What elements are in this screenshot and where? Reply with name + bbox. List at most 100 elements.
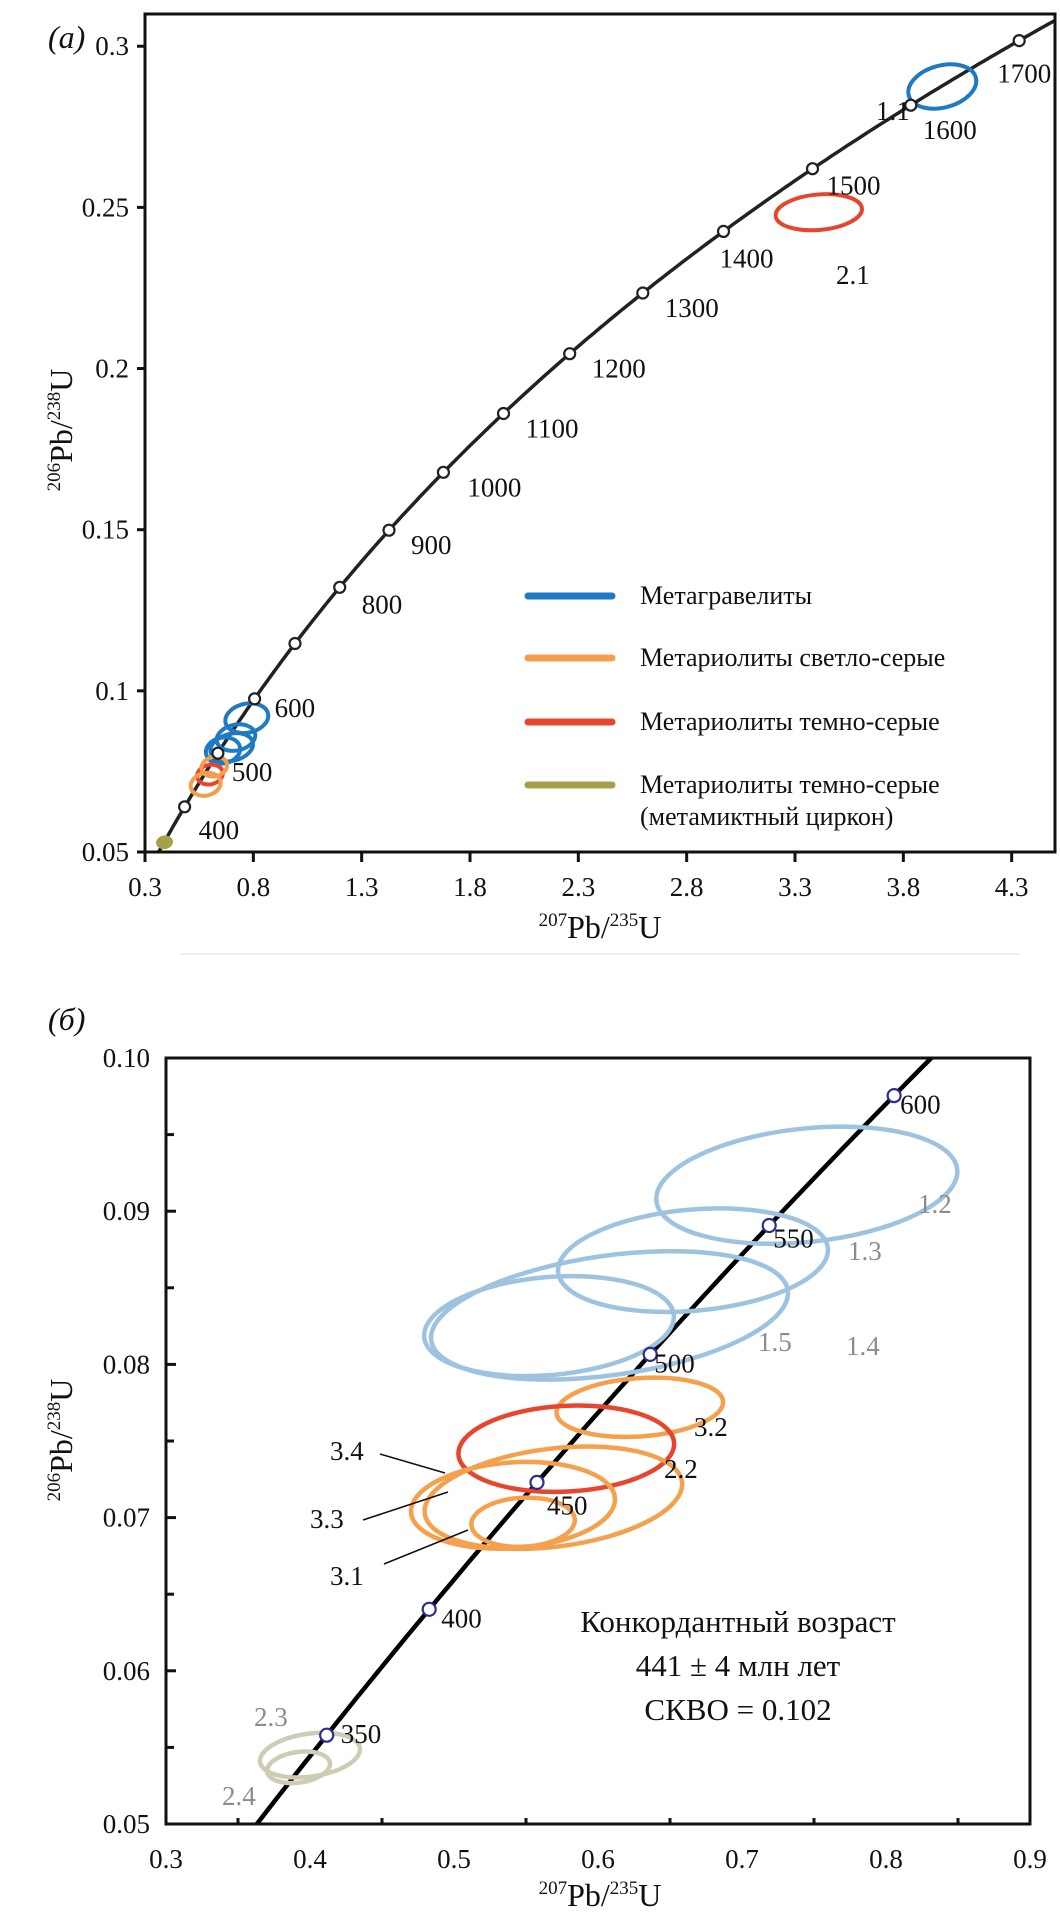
error-ellipse-2-2 <box>456 1403 677 1495</box>
age-marker-1700 <box>1012 33 1026 48</box>
age-label-1500: 1500 <box>827 171 881 201</box>
x-axis-title-a: 207Pb/235U <box>539 909 662 945</box>
age-marker-700 <box>288 636 302 651</box>
axes-a: 0.3 0.8 1.3 1.8 2.3 2.8 3.3 3.8 4.3 0.05 0.1 0.15 0.… <box>82 12 1057 902</box>
ellipse-label-2-3: 2.3 <box>254 1702 288 1732</box>
annotation-concordant-age: Конкордантный возраст 441 ± 4 млн лет СК… <box>580 1604 896 1727</box>
panel-label-a: (a) <box>48 19 85 55</box>
x-tick-label: 0.7 <box>725 1844 759 1874</box>
age-label-400: 400 <box>199 815 240 845</box>
age-label-1200: 1200 <box>592 354 646 384</box>
x-tick-label: 1.3 <box>345 872 379 902</box>
ellipse-label-3-4: 3.4 <box>330 1436 364 1466</box>
legend-label: Метагравелиты <box>640 581 812 610</box>
y-tick-label: 0.10 <box>103 1043 150 1073</box>
age-marker-1600 <box>904 98 918 112</box>
legend-item-metamict: Метариолиты темно-серые (метамиктный цирк… <box>524 770 940 831</box>
ellipse-label-2-1: 2.1 <box>836 260 870 290</box>
error-ellipse-3-1 <box>469 1495 578 1550</box>
age-marker-600 <box>886 1087 902 1104</box>
concordia-curve <box>254 1058 935 1824</box>
error-ellipse-1-3 <box>555 1206 831 1315</box>
age-label-500: 500 <box>654 1348 695 1378</box>
age-label-600: 600 <box>900 1090 941 1120</box>
y-tick-label: 0.09 <box>103 1196 150 1226</box>
error-ellipse-2-3 <box>257 1730 363 1780</box>
error-ellipse-a-m1 <box>156 835 173 850</box>
ellipse-label-3-3: 3.3 <box>310 1504 344 1534</box>
age-label-1600: 1600 <box>923 115 977 145</box>
axes-b: 0.3 0.4 0.5 0.6 0.7 0.8 0.9 0.05 0.06 0.07 0.08 0.0… <box>103 1043 1047 1874</box>
ellipse-label-1-4: 1.4 <box>846 1331 880 1361</box>
age-marker-500 <box>642 1346 658 1363</box>
annotation-line-2: 441 ± 4 млн лет <box>636 1648 841 1683</box>
plot-inner-a <box>156 18 1055 852</box>
error-ellipse-2-4 <box>264 1749 333 1786</box>
age-marker-400 <box>421 1601 437 1617</box>
annotation-line-3: СКВО = 0.102 <box>644 1692 831 1727</box>
x-tick-label: 2.8 <box>670 872 704 902</box>
x-tick-label: 4.3 <box>995 872 1029 902</box>
age-label-550: 550 <box>773 1224 814 1254</box>
age-label-450: 450 <box>547 1490 588 1520</box>
y-axis-title-b: 206Pb/238U <box>43 1379 79 1502</box>
age-marker-550 <box>761 1217 777 1234</box>
y-tick-label: 0.25 <box>82 192 129 222</box>
legend-item-light: Метариолиты светло-серые <box>524 643 945 672</box>
error-ellipse-1-1 <box>906 62 979 111</box>
legend-item-metagravelite: Метагравелиты <box>524 581 812 610</box>
annotation-line-1: Конкордантный возраст <box>580 1604 896 1639</box>
legend-item-dark: Метариолиты темно-серые <box>524 707 940 736</box>
error-ellipse-2-1 <box>773 192 864 233</box>
age-label-1100: 1100 <box>526 414 579 444</box>
x-tick-label: 0.9 <box>1013 1844 1047 1874</box>
legend-label: Метариолиты темно-серые <box>640 707 940 736</box>
plot-frame <box>143 12 1057 854</box>
age-label-600: 600 <box>275 693 316 723</box>
error-ellipse-a-b1 <box>223 701 271 736</box>
error-ellipse-3-2 <box>554 1375 726 1440</box>
y-tick-label: 0.05 <box>103 1809 150 1839</box>
panel-label-b: (б) <box>48 1001 85 1037</box>
y-tick-label: 0.05 <box>82 837 129 867</box>
age-marker-600 <box>248 692 262 706</box>
y-tick-label: 0.06 <box>103 1656 150 1686</box>
age-marker-1200 <box>563 347 577 361</box>
age-label-1000: 1000 <box>467 472 521 502</box>
age-marker-1500 <box>805 162 820 176</box>
ellipse-label-1-2: 1.2 <box>918 1189 952 1219</box>
age-label-1700: 1700 <box>997 59 1051 89</box>
chart-a-container: (a) 400 500 600 800 900 1000 1100 1200 1300 1400 1… <box>0 0 1060 960</box>
age-label-350: 350 <box>341 1719 382 1749</box>
legend-label-secondary: (метамиктный циркон) <box>640 802 893 831</box>
leader-line-3-1 <box>383 1529 469 1565</box>
x-tick-label: 0.6 <box>581 1844 615 1874</box>
error-ellipse-3-4 <box>422 1444 685 1552</box>
error-ellipse-1-2 <box>654 1124 960 1247</box>
ellipse-label-1-1: 1.1 <box>876 96 910 126</box>
age-marker-350 <box>319 1727 335 1743</box>
age-marker-450 <box>529 1474 545 1491</box>
error-ellipse-1-4 <box>428 1248 791 1382</box>
error-ellipse-a-o2 <box>188 770 223 798</box>
age-label-900: 900 <box>411 530 452 560</box>
concordia-curve <box>156 18 1055 852</box>
x-tick-label: 3.3 <box>778 872 812 902</box>
ellipse-label-3-1: 3.1 <box>330 1561 364 1591</box>
leader-line-3-3 <box>362 1491 449 1521</box>
error-ellipse-1-5 <box>421 1273 677 1379</box>
legend-label: Метариолиты светло-серые <box>640 643 945 672</box>
age-marker-1000 <box>436 465 450 479</box>
plot-frame <box>164 1056 1032 1826</box>
legend-a: Метагравелиты Метариолиты светло-серые Мет… <box>524 581 945 831</box>
x-tick-label: 0.5 <box>437 1844 471 1874</box>
ellipse-label-1-5: 1.5 <box>758 1327 792 1357</box>
y-tick-label: 0.1 <box>95 676 129 706</box>
x-tick-label: 0.8 <box>236 872 270 902</box>
age-marker-900 <box>382 523 396 537</box>
age-label-800: 800 <box>362 589 403 619</box>
age-label-1400: 1400 <box>720 243 774 273</box>
y-axis-title-a: 206Pb/238U <box>43 369 79 492</box>
